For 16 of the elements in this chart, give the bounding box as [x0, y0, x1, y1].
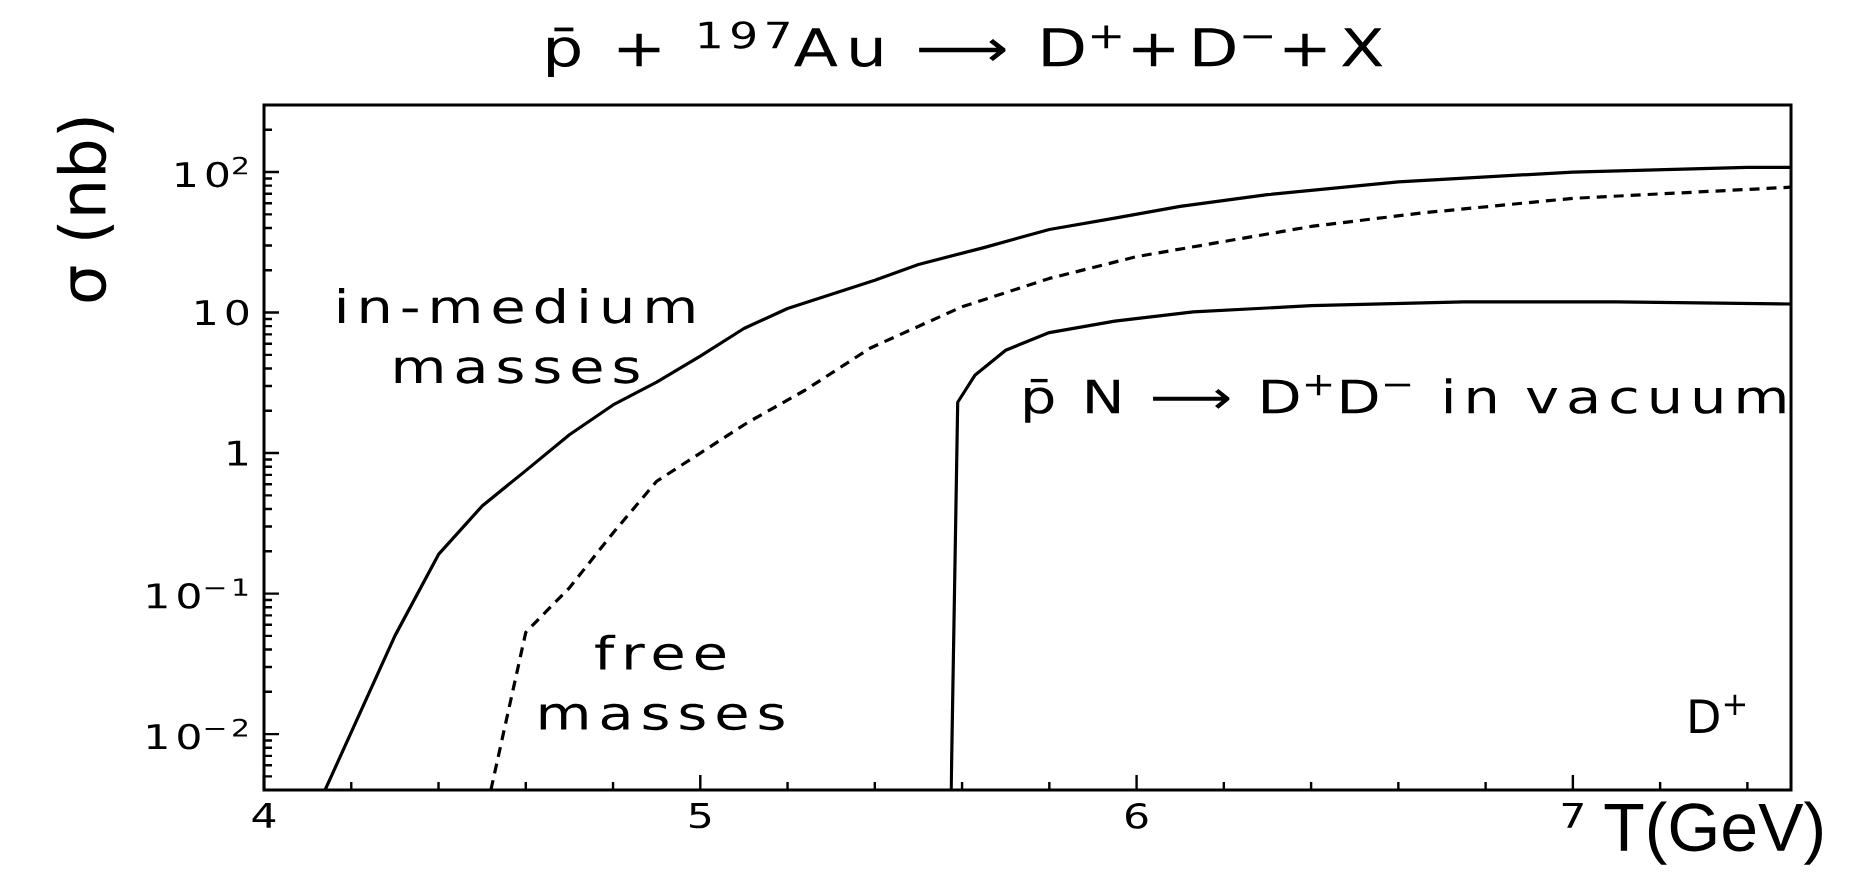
y-tick-label: 10$^{−2}$	[148, 718, 247, 750]
y-tick-label: 10	[196, 299, 249, 326]
x-tick-label: 4	[252, 803, 276, 828]
legend-label: in-medium masses	[339, 288, 694, 384]
x-axis-title: T(GeV)	[1604, 801, 1822, 865]
y-axis-title: σ (nb)	[56, 118, 114, 302]
x-tick-label: 7	[1562, 803, 1583, 828]
y-tick-label: 1	[228, 440, 248, 466]
x-tick-label: 5	[690, 803, 711, 829]
series-label: free masses	[540, 634, 784, 731]
y-tick-label: 10$^{2}$	[176, 156, 247, 188]
y-tick-label: 10$^{−1}$	[148, 578, 248, 609]
x-tick-label: 6	[1126, 803, 1148, 829]
annotation: D$^{+}$	[1690, 694, 1746, 734]
series-label: p̄ N ⟶ D$^{+}$D$^{−}$ in vacuum	[1025, 374, 1785, 423]
chart-title: p̄ + $^{197}$Au ⟶ D$^{+}$+D$^{−}$+X	[548, 21, 1383, 78]
